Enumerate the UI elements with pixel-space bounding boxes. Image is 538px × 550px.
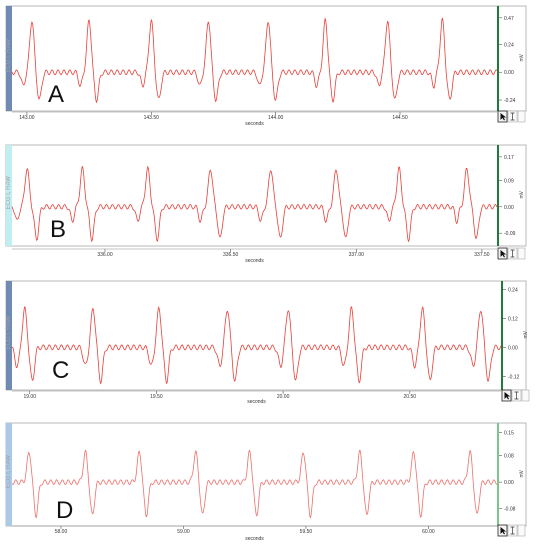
cursor-toolbar[interactable]	[497, 247, 526, 260]
y-axis-bar	[497, 145, 499, 246]
ecg-panel-b: ECG I, RAW 0.17 0.09 0.00 -0.09 mV 336.00 336.5…	[5, 144, 527, 264]
channel-strip	[6, 281, 12, 390]
channel-label: ECG I, RAW	[6, 176, 12, 210]
x-tick-label: 20.00	[277, 394, 290, 400]
ecg-panel-a: ECG I, RAW 0.47 0.24 0.00 -0.24 mV 143.00 143.5…	[5, 5, 527, 127]
x-axis-label: seconds	[247, 399, 266, 405]
panel-letter: D	[56, 497, 73, 524]
zoom-cursor-icon[interactable]	[521, 389, 530, 402]
x-axis-label: seconds	[245, 258, 264, 264]
ibeam-glyph-icon[interactable]	[510, 526, 515, 535]
x-tick-label: 60.00	[422, 529, 435, 535]
ibeam-glyph-icon[interactable]	[514, 391, 519, 400]
y-axis-label: mV	[519, 469, 525, 477]
y-tick-label: 0.17	[504, 155, 514, 161]
y-tick-label: -0.09	[504, 231, 516, 237]
panel-letter: C	[52, 357, 69, 384]
panel-letter: B	[50, 216, 66, 243]
y-tick-label: 0.00	[504, 480, 514, 486]
cursor-toolbar[interactable]	[497, 110, 526, 123]
y-tick-label: 0.12	[508, 316, 518, 322]
ecg-trace	[11, 449, 498, 519]
x-tick-label: 337.50	[474, 252, 490, 258]
y-tick-label: 0.08	[504, 454, 514, 460]
channel-strip	[6, 145, 12, 246]
y-axis-label: mV	[523, 330, 529, 338]
x-tick-label: 143.50	[144, 115, 160, 121]
x-tick-label: 143.00	[19, 115, 35, 121]
ecg-panel-c: ECG I, RAW 0.24 0.12 0.00 -0.12 mV 19.00 19.50 2…	[5, 280, 530, 405]
y-tick-label: 0.00	[508, 345, 518, 351]
panel-frame	[5, 422, 527, 527]
x-tick-label: 58.00	[55, 529, 68, 535]
ecg-panel-d: ECG I, RAW 0.15 0.08 0.00 -0.08 mV 58.00 59.00 5…	[5, 422, 527, 542]
y-tick-label: -0.08	[504, 507, 516, 513]
x-axis-label: seconds	[245, 536, 264, 542]
y-tick-label: 0.15	[504, 430, 514, 436]
y-axis-label: mV	[519, 53, 525, 61]
y-tick-label: 0.24	[508, 287, 518, 293]
y-axis-bar	[501, 281, 503, 390]
x-tick-label: 337.00	[349, 252, 365, 258]
x-tick-label: 336.00	[97, 252, 113, 258]
y-tick-label: -0.12	[508, 374, 520, 380]
x-tick-label: 59.50	[300, 529, 313, 535]
zoom-cursor-icon[interactable]	[517, 247, 526, 260]
arrow-pointer-icon[interactable]	[500, 113, 507, 121]
y-axis-bar	[497, 423, 499, 526]
zoom-cursor-icon[interactable]	[517, 524, 526, 537]
x-tick-label: 144.00	[268, 115, 284, 121]
cursor-toolbar[interactable]	[501, 389, 530, 402]
panel-frame	[5, 144, 527, 247]
arrow-pointer-icon[interactable]	[504, 392, 511, 400]
y-tick-label: 0.00	[504, 70, 514, 76]
channel-label: ECG I, RAW	[6, 316, 12, 350]
channel-strip	[6, 6, 12, 111]
arrow-pointer-icon[interactable]	[500, 527, 507, 535]
x-tick-label: 59.00	[177, 529, 190, 535]
y-tick-label: 0.47	[504, 16, 514, 22]
channel-label: ECG I, RAW	[6, 455, 12, 489]
ibeam-glyph-icon[interactable]	[510, 112, 515, 121]
x-tick-label: 19.00	[23, 394, 36, 400]
ibeam-glyph-icon[interactable]	[510, 249, 515, 258]
y-axis-bar	[497, 6, 499, 111]
zoom-cursor-icon[interactable]	[517, 110, 526, 123]
y-tick-label: 0.09	[504, 178, 514, 184]
ecg-trace	[11, 165, 498, 243]
panel-frame	[5, 280, 527, 391]
panel-frame	[5, 5, 527, 112]
y-tick-label: 0.24	[504, 42, 514, 48]
arrow-pointer-icon[interactable]	[500, 250, 507, 258]
channel-label: ECG I, RAW	[6, 39, 12, 73]
channel-strip	[6, 423, 12, 526]
ecg-trace	[11, 17, 498, 104]
y-axis-label: mV	[519, 190, 525, 198]
y-tick-label: -0.24	[504, 98, 516, 104]
x-tick-label: 144.50	[392, 115, 408, 121]
y-tick-label: 0.00	[504, 205, 514, 211]
x-tick-label: 20.50	[404, 394, 417, 400]
ecg-trace	[11, 306, 502, 385]
panel-letter: A	[48, 81, 64, 108]
x-tick-label: 336.50	[223, 252, 239, 258]
x-tick-label: 19.50	[150, 394, 163, 400]
cursor-toolbar[interactable]	[497, 524, 526, 537]
x-axis-label: seconds	[245, 121, 264, 127]
